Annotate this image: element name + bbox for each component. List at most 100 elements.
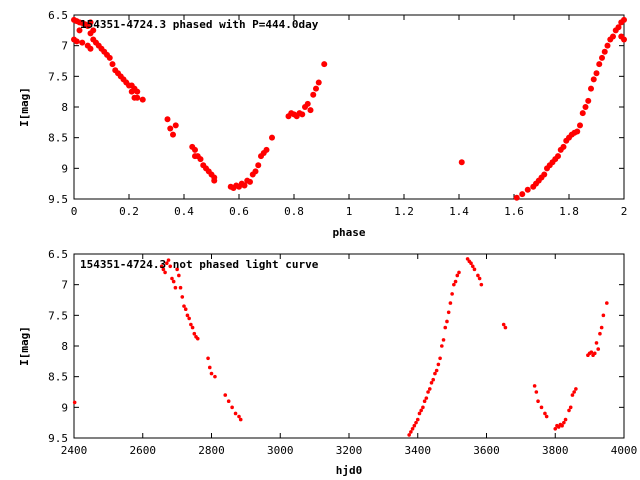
data-point bbox=[599, 54, 605, 61]
data-point bbox=[189, 322, 193, 327]
data-point bbox=[589, 350, 594, 354]
data-point bbox=[605, 301, 609, 305]
data-point bbox=[321, 61, 328, 68]
data-point bbox=[455, 273, 460, 278]
data-point bbox=[139, 96, 146, 103]
data-point bbox=[171, 279, 176, 284]
data-point bbox=[175, 267, 179, 272]
data-point bbox=[592, 351, 597, 356]
data-point bbox=[621, 36, 627, 43]
y-axis-label: I[mag] bbox=[18, 326, 31, 366]
x-tick-label: 4000 bbox=[611, 444, 638, 457]
y-tick-label: 8.5 bbox=[48, 132, 68, 145]
data-point bbox=[90, 27, 97, 34]
data-point bbox=[594, 341, 599, 345]
data-point bbox=[476, 273, 480, 278]
x-tick-label: 1 bbox=[346, 205, 353, 218]
data-point bbox=[532, 384, 537, 388]
data-point bbox=[593, 70, 600, 77]
x-tick-label: 0.4 bbox=[174, 205, 194, 218]
data-point bbox=[567, 408, 571, 413]
data-point bbox=[574, 128, 581, 135]
data-point bbox=[601, 313, 606, 318]
data-point bbox=[598, 331, 602, 336]
data-point bbox=[453, 279, 458, 284]
data-point bbox=[307, 107, 314, 114]
data-point bbox=[513, 194, 520, 201]
data-point bbox=[178, 285, 183, 290]
data-point bbox=[170, 131, 176, 138]
data-point bbox=[579, 110, 586, 117]
data-point bbox=[173, 285, 178, 290]
data-point bbox=[255, 162, 262, 169]
data-point bbox=[446, 310, 451, 315]
data-point bbox=[106, 54, 113, 61]
data-point bbox=[433, 371, 437, 376]
data-point bbox=[407, 433, 411, 437]
x-tick-label: 0.8 bbox=[284, 205, 304, 218]
x-tick-label: 1.6 bbox=[504, 205, 524, 218]
x-tick-label: 2400 bbox=[61, 444, 88, 457]
data-point bbox=[180, 295, 185, 299]
data-point bbox=[615, 24, 622, 31]
y-tick-label: 8 bbox=[61, 101, 68, 114]
data-point bbox=[448, 301, 453, 305]
data-point bbox=[167, 125, 174, 132]
data-point bbox=[544, 414, 549, 419]
data-point bbox=[479, 282, 484, 287]
x-tick-label: 2800 bbox=[198, 444, 225, 457]
data-point bbox=[562, 420, 566, 425]
data-point bbox=[560, 423, 564, 428]
data-point bbox=[415, 417, 420, 422]
x-tick-label: 0.2 bbox=[119, 205, 139, 218]
data-point bbox=[601, 48, 608, 55]
data-point bbox=[164, 116, 171, 123]
x-tick-label: 1.4 bbox=[449, 205, 469, 218]
x-tick-label: 3000 bbox=[267, 444, 294, 457]
data-point bbox=[206, 356, 210, 361]
data-point bbox=[443, 325, 448, 330]
data-point bbox=[310, 91, 317, 98]
data-point bbox=[543, 411, 547, 416]
data-point bbox=[315, 79, 322, 86]
x-tick-label: 1.2 bbox=[394, 205, 414, 218]
data-point bbox=[192, 331, 197, 336]
data-point bbox=[541, 171, 548, 178]
data-point bbox=[574, 387, 578, 391]
chart-panels: 0 0.2 0.4 0.6 0.8 1 1.2 1.4 1.6 1.8 2 6.5 7 7.5 8 8.5 9 9… bbox=[18, 9, 637, 477]
y-tick-label: 9 bbox=[61, 401, 68, 414]
data-point bbox=[539, 405, 544, 410]
data-point bbox=[427, 387, 432, 391]
data-point bbox=[247, 178, 253, 185]
data-point bbox=[582, 104, 589, 110]
data-point bbox=[166, 258, 171, 262]
data-point bbox=[440, 344, 444, 348]
x-tick-label: 2 bbox=[621, 205, 628, 218]
data-point bbox=[263, 146, 270, 153]
data-point bbox=[177, 273, 181, 278]
data-point bbox=[445, 319, 449, 324]
data-point bbox=[536, 399, 540, 404]
data-point bbox=[269, 134, 275, 141]
data-point bbox=[553, 427, 558, 431]
data-point bbox=[159, 264, 164, 269]
data-point bbox=[183, 307, 188, 312]
chart-title: 154351-4724.3 phased with P=444.0day bbox=[80, 18, 319, 31]
data-point bbox=[211, 177, 218, 184]
data-point bbox=[134, 94, 141, 101]
x-tick-label: 1.8 bbox=[559, 205, 579, 218]
data-point bbox=[197, 156, 204, 163]
data-point bbox=[185, 313, 190, 318]
y-tick-label: 7 bbox=[61, 279, 68, 292]
data-point bbox=[209, 371, 214, 376]
data-point bbox=[134, 88, 141, 95]
data-point bbox=[596, 61, 603, 68]
data-point bbox=[252, 168, 259, 175]
data-point bbox=[434, 368, 439, 373]
data-point bbox=[109, 61, 116, 68]
data-point bbox=[458, 159, 465, 166]
data-point bbox=[588, 85, 594, 92]
data-point bbox=[313, 85, 319, 92]
data-point bbox=[187, 316, 191, 321]
